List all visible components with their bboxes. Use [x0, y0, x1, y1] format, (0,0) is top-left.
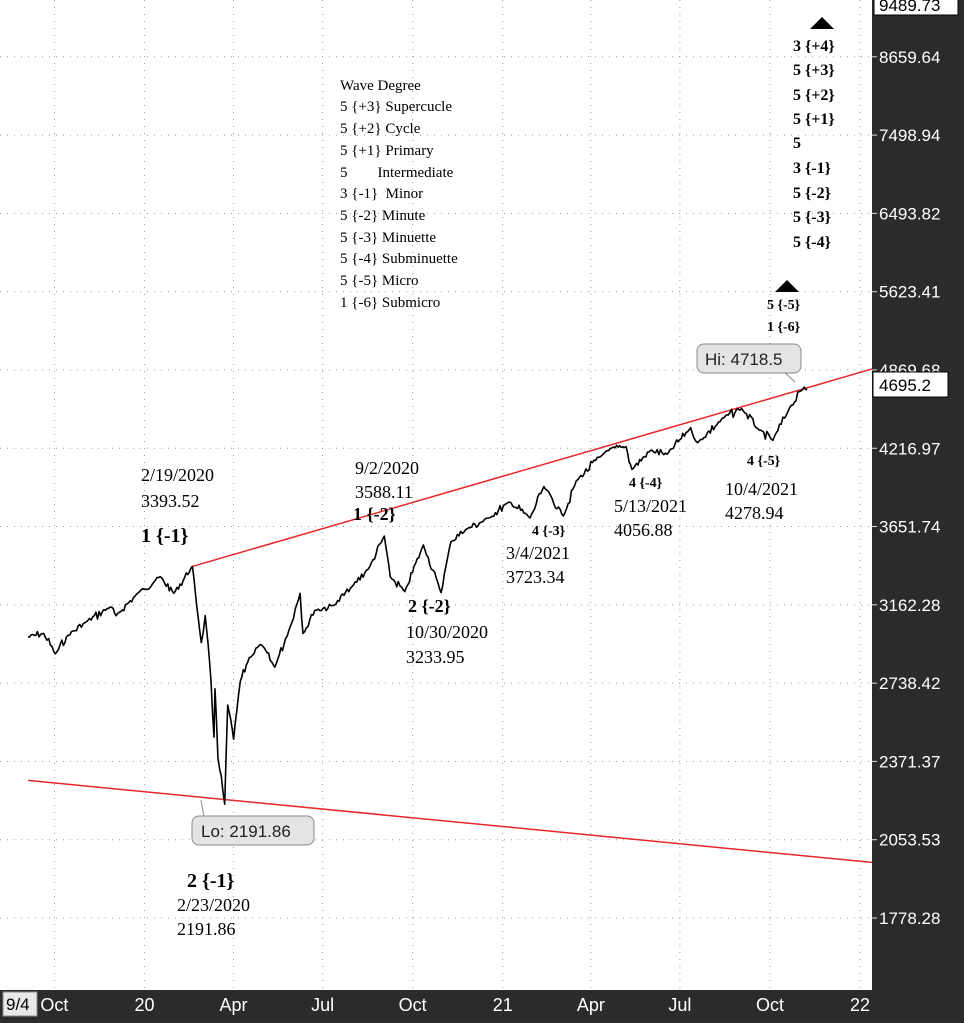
stack-label: 3 {-1}: [793, 160, 831, 177]
stack-label: 5 {+1}: [793, 111, 835, 128]
x-axis-panel: [0, 990, 964, 1023]
y-tick-label: 2053.53: [879, 831, 940, 850]
wave-label: 2 {-2}: [408, 596, 451, 616]
wave-label: 1 {-6}: [767, 320, 801, 335]
wave-label: 4 {-4}: [629, 476, 663, 491]
legend-entry: 5 {+1} Primary: [340, 143, 434, 159]
legend-entry: 5 {-4} Subminuette: [340, 251, 458, 267]
y-tick-label: 5623.41: [879, 283, 940, 302]
wave-label-4-minuette: 4 {-3} 3/4/2021 3723.34: [506, 524, 570, 587]
wave-value: 3233.95: [406, 647, 465, 667]
wave-date: 9/2/2020: [355, 458, 419, 478]
wave-value: 3393.52: [141, 491, 200, 511]
low-callout: Lo: 2191.86: [191, 799, 315, 846]
wave-label-1-minor: 2/19/2020 3393.52 1 {-1}: [141, 465, 214, 547]
wave-label: 1 {-2}: [353, 504, 396, 524]
stack-label: 5 {+2}: [793, 87, 835, 104]
y-tick-label: 6493.82: [879, 204, 940, 223]
stack-label: 5 {+3}: [793, 62, 835, 79]
wave-date: 10/4/2021: [725, 479, 798, 499]
y-tick-label: 3651.74: [879, 518, 940, 537]
y-tick-label: 2371.37: [879, 752, 940, 771]
trendline-upper: [192, 368, 873, 568]
y-tick-label-box: [873, 0, 959, 16]
x-tick-label: Jul: [668, 995, 691, 1015]
wave-date: 3/4/2021: [506, 543, 570, 563]
y-tick-label: 8659.64: [879, 48, 940, 67]
trendlines: [27, 368, 873, 864]
x-tick-label: 9/4: [6, 995, 30, 1014]
wave-value: 3588.11: [355, 482, 413, 502]
x-tick-label: Apr: [577, 995, 605, 1015]
price-line: [27, 386, 808, 806]
low-label: Lo: 2191.86: [201, 822, 291, 841]
stack-label: 3 {+4}: [793, 38, 835, 55]
x-tick-label: Oct: [399, 995, 427, 1015]
legend-entry: 5 {-5} Micro: [340, 273, 419, 289]
stack-label: 5 {-2}: [793, 185, 831, 202]
x-start-box: [2, 991, 38, 1017]
stack-label: 5 {-3}: [793, 209, 831, 226]
last-price-value: 4695.2: [879, 376, 931, 395]
wave-date: 2/19/2020: [141, 465, 214, 485]
high-label: Hi: 4718.5: [705, 350, 783, 369]
y-tick-label: 7498.94: [879, 126, 940, 145]
x-tick-label: 21: [493, 995, 513, 1015]
wave-label: 4 {-5}: [747, 454, 781, 469]
y-tick-label: 3162.28: [879, 596, 940, 615]
last-price-badge: 4695.2: [872, 371, 949, 398]
wave-label-2-minor: 2 {-1} 2/23/2020 2191.86: [177, 870, 250, 939]
stack-label: 5: [793, 135, 801, 152]
wave-top-triangle-icon: [810, 17, 834, 29]
stack-label: 5 {-4}: [793, 234, 831, 251]
wave-date: 5/13/2021: [614, 496, 687, 516]
wave-degree-legend: Wave Degree 5 {+3} Supercucle 5 {+2} Cyc…: [340, 78, 458, 311]
legend-entry: 5 {+2} Cycle: [340, 121, 421, 137]
legend-entry: 5 {-2} Minute: [340, 208, 426, 224]
legend-entry: 5 {+3} Supercucle: [340, 99, 452, 115]
callout-leader: [200, 799, 205, 818]
wave-label: 4 {-3}: [532, 524, 566, 539]
x-tick-label: Oct: [756, 995, 784, 1015]
x-tick-label: 22: [850, 995, 870, 1015]
x-tick-label: Jul: [311, 995, 334, 1015]
legend-title: Wave Degree: [340, 78, 421, 94]
legend-entry: 3 {-1} Minor: [340, 186, 423, 202]
callout-box: [191, 815, 315, 846]
wave-count-stack: 3 {+4} 5 {+3} 5 {+2} 5 {+1} 5 3 {-1} 5 {…: [793, 17, 835, 251]
wave-value: 4056.88: [614, 520, 673, 540]
legend-entry: 1 {-6} Submicro: [340, 295, 440, 311]
y-tick-label: 4216.97: [879, 439, 940, 458]
wave-label-4-micro: 4 {-5} 10/4/2021 4278.94: [725, 454, 798, 523]
wave-value: 4278.94: [725, 503, 784, 523]
x-tick-label: Oct: [40, 995, 68, 1015]
wave-label: 5 {-5}: [767, 298, 801, 313]
legend-entry: 5 {-3} Minuette: [340, 230, 436, 246]
wave-label-1-minute: 9/2/2020 3588.11 1 {-2}: [353, 458, 419, 524]
wave-label-micro: 5 {-5} 1 {-6}: [767, 280, 801, 335]
x-tick-label: Apr: [220, 995, 248, 1015]
price-series: [27, 386, 808, 806]
wave-label-4-subminuette: 4 {-4} 5/13/2021 4056.88: [614, 476, 687, 540]
callout-box: [696, 343, 802, 374]
wave-label-2-minute: 2 {-2} 10/30/2020 3233.95: [406, 596, 488, 667]
wave-date: 2/23/2020: [177, 895, 250, 915]
wave-triangle-icon: [775, 280, 799, 292]
x-axis: 9/4 Oct 20 Apr Jul Oct 21 Apr Jul Oct 22: [2, 991, 870, 1017]
y-tick-label: 9489.73: [879, 0, 940, 15]
wave-label: 1 {-1}: [141, 525, 189, 547]
legend-entry: 5 Intermediate: [340, 165, 454, 181]
wave-value: 2191.86: [177, 919, 236, 939]
high-callout: Hi: 4718.5: [696, 343, 802, 383]
x-tick-label: 20: [134, 995, 154, 1015]
last-price-box: [872, 371, 949, 398]
y-tick-label: 1778.28: [879, 909, 940, 928]
y-tick-label: 2738.42: [879, 674, 940, 693]
y-axis-panel: [872, 0, 964, 990]
wave-label: 2 {-1}: [187, 870, 235, 892]
wave-value: 3723.34: [506, 567, 565, 587]
wave-date: 10/30/2020: [406, 622, 488, 642]
trendline-lower: [27, 779, 873, 864]
